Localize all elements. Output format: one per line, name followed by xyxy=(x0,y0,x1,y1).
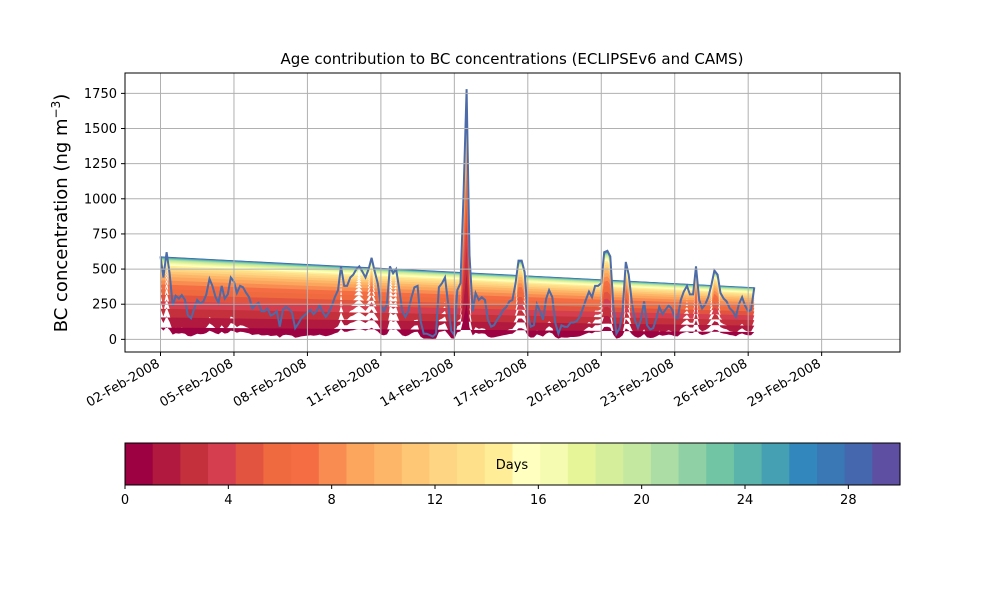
x-tick-label: 20-Feb-2008 xyxy=(525,356,604,410)
y-tick-label: 1750 xyxy=(84,87,117,102)
colorbar-bin xyxy=(318,443,348,485)
age-bin-area-1 xyxy=(160,273,755,339)
colorbar-bin xyxy=(263,443,292,485)
colorbar-bin xyxy=(844,443,873,485)
colorbar-bins xyxy=(125,443,901,485)
colorbar-bin xyxy=(567,443,597,485)
total-concentration-line xyxy=(159,89,756,338)
y-tick-label: 1500 xyxy=(84,122,117,137)
plot-area: 0 250 500 750 1000 1250 1500 1750 02-Feb-200805… xyxy=(84,72,901,410)
plot-frame xyxy=(124,72,901,353)
colorbar-bin xyxy=(346,443,375,485)
colorbar-tick-label: 12 xyxy=(427,493,444,508)
x-tick-label: 11-Feb-2008 xyxy=(304,356,383,410)
colorbar-bin xyxy=(678,443,707,485)
colorbar-bin xyxy=(872,443,901,485)
colorbar-bin xyxy=(512,443,541,485)
x-axis: 02-Feb-200805-Feb-200808-Feb-200811-Feb-… xyxy=(84,352,824,410)
colorbar-tick-label: 24 xyxy=(737,493,754,508)
y-tick-label: 750 xyxy=(92,227,117,242)
colorbar-tick-label: 20 xyxy=(633,493,650,508)
colorbar-bin xyxy=(291,443,320,485)
colorbar-bin xyxy=(235,443,264,485)
colorbar-bin xyxy=(706,443,735,485)
colorbar-bin xyxy=(789,443,818,485)
y-tick-label: 1250 xyxy=(84,157,117,172)
x-tick-label: 02-Feb-2008 xyxy=(84,356,163,410)
colorbar-bin xyxy=(484,443,514,485)
y-axis-label-close: ) xyxy=(51,94,72,101)
colorbar-label: Days xyxy=(496,458,529,473)
y-axis-label: BC concentration (ng m−3) xyxy=(49,94,72,333)
age-bin-area-2 xyxy=(160,246,755,339)
x-tick-label: 29-Feb-2008 xyxy=(745,356,824,410)
colorbar-tick-label: 0 xyxy=(121,493,129,508)
colorbar-frame xyxy=(124,442,901,486)
y-axis: 0 250 500 750 1000 1250 1500 1750 xyxy=(84,87,125,348)
colorbar-bin xyxy=(125,443,154,485)
colorbar-tick-label: 4 xyxy=(224,493,232,508)
colorbar-bin xyxy=(374,443,403,485)
colorbar-bin xyxy=(152,443,181,485)
colorbar-bin xyxy=(816,443,846,485)
colorbar-tick-label: 16 xyxy=(530,493,547,508)
chart-title: Age contribution to BC concentrations (E… xyxy=(281,50,744,68)
colorbar-bin xyxy=(595,443,624,485)
x-tick-label: 14-Feb-2008 xyxy=(378,356,457,410)
age-bin-area-0 xyxy=(160,303,755,339)
y-axis-label-text: BC concentration (ng m xyxy=(51,118,72,332)
colorbar-bin xyxy=(623,443,652,485)
colorbar-bin xyxy=(540,443,569,485)
colorbar-bin xyxy=(401,443,431,485)
colorbar-tick-label: 8 xyxy=(328,493,336,508)
age-stacked-areas xyxy=(159,89,756,339)
colorbar-bin xyxy=(761,443,790,485)
colorbar-bin xyxy=(457,443,486,485)
y-tick-label: 250 xyxy=(92,298,117,313)
y-tick-label: 1000 xyxy=(84,192,117,207)
y-tick-label: 0 xyxy=(109,333,117,348)
y-tick-label: 500 xyxy=(92,263,117,278)
colorbar-bin xyxy=(650,443,680,485)
x-tick-label: 05-Feb-2008 xyxy=(157,356,236,410)
colorbar-bin xyxy=(429,443,458,485)
colorbar-tick-label: 28 xyxy=(840,493,857,508)
x-tick-label: 08-Feb-2008 xyxy=(231,356,310,410)
grid-lines xyxy=(125,73,900,352)
y-axis-label-exponent: −3 xyxy=(49,101,63,119)
x-tick-label: 26-Feb-2008 xyxy=(672,356,751,410)
x-tick-label: 17-Feb-2008 xyxy=(451,356,530,410)
x-tick-label: 23-Feb-2008 xyxy=(598,356,677,410)
colorbar-ticks: 0 4 8 12 16 20 24 28 xyxy=(121,485,857,508)
colorbar-bin xyxy=(180,443,209,485)
colorbar: Days 0 4 8 12 16 20 24 28 xyxy=(121,442,901,508)
colorbar-bin xyxy=(208,443,237,485)
colorbar-bin xyxy=(733,443,763,485)
